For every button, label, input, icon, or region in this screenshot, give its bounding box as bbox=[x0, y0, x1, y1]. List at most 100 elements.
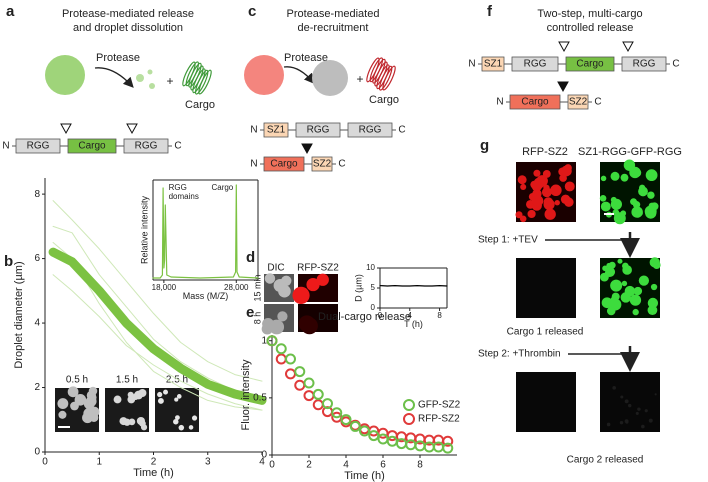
panel-label: e bbox=[246, 304, 254, 321]
droplet bbox=[519, 215, 527, 223]
droplet bbox=[58, 410, 67, 419]
plus: + bbox=[166, 74, 173, 88]
time-label: 2.5 h bbox=[166, 375, 188, 386]
x-tick-label: 2 bbox=[151, 457, 157, 468]
droplet bbox=[176, 394, 182, 399]
droplet bbox=[600, 201, 611, 212]
droplet bbox=[517, 175, 527, 185]
label: Protease bbox=[96, 52, 140, 64]
droplet bbox=[606, 422, 611, 427]
terminus: N bbox=[250, 159, 257, 170]
droplet bbox=[619, 420, 624, 425]
droplet bbox=[620, 292, 632, 303]
droplet bbox=[269, 319, 285, 335]
droplet bbox=[600, 175, 607, 182]
droplet bbox=[264, 273, 276, 284]
column-label: SZ1-RGG-GFP-RGG bbox=[578, 146, 682, 158]
droplet bbox=[635, 411, 639, 415]
domain-label: RGG bbox=[27, 141, 50, 152]
x-axis-label: T (h) bbox=[404, 319, 423, 329]
terminus: C bbox=[672, 59, 679, 70]
panel-label: g bbox=[480, 137, 489, 154]
droplet-icon bbox=[312, 60, 348, 96]
x-tick-label: 4 bbox=[259, 457, 265, 468]
terminus: C bbox=[174, 141, 181, 152]
panel-title: de-recruitment bbox=[298, 22, 369, 34]
domain-label: SZ1 bbox=[484, 59, 503, 70]
arrow bbox=[94, 67, 134, 88]
droplet-icon bbox=[149, 83, 155, 89]
label: Cargo bbox=[185, 99, 215, 111]
domain-label: Cargo bbox=[521, 97, 549, 108]
droplet bbox=[647, 297, 659, 309]
domain-label: Cargo bbox=[78, 141, 106, 152]
droplet-icon bbox=[45, 55, 85, 95]
chart-title: Dual-cargo release bbox=[318, 311, 411, 323]
droplet bbox=[625, 420, 629, 424]
droplet bbox=[88, 386, 98, 396]
data-line bbox=[52, 274, 263, 411]
result-label: Cargo 2 released bbox=[567, 455, 644, 466]
droplet bbox=[87, 393, 97, 402]
droplet bbox=[637, 407, 641, 411]
y-axis-label: Droplet diameter (µm) bbox=[13, 261, 25, 368]
cargo-icon bbox=[382, 65, 396, 91]
annotation: domains bbox=[169, 192, 199, 201]
annotation: Cargo bbox=[211, 183, 233, 192]
droplet bbox=[632, 308, 639, 316]
domain-label: RGG bbox=[524, 59, 547, 70]
x-tick-label: 8 bbox=[417, 460, 423, 471]
y-tick-label: 5 bbox=[371, 283, 376, 292]
droplet bbox=[543, 198, 555, 210]
data-point bbox=[340, 414, 352, 426]
droplet bbox=[650, 202, 659, 211]
droplet bbox=[611, 292, 620, 301]
droplet bbox=[132, 393, 139, 401]
droplet bbox=[647, 191, 655, 199]
time-label: 1.5 h bbox=[116, 375, 138, 386]
terminus: C bbox=[594, 97, 601, 108]
droplet bbox=[650, 283, 658, 291]
data-point bbox=[331, 407, 343, 419]
scale-bar bbox=[604, 213, 614, 215]
domain-label: Cargo bbox=[576, 59, 604, 70]
droplet bbox=[610, 171, 620, 181]
y-tick-label: 1 bbox=[261, 335, 267, 346]
y-axis-label: Relative intensity bbox=[139, 195, 149, 264]
y-axis-label: Fluor. intensity bbox=[240, 359, 252, 430]
droplet bbox=[613, 212, 626, 225]
step-label: Step 2: +Thrombin bbox=[478, 349, 561, 360]
droplet bbox=[617, 258, 623, 264]
y-tick-label: 0 bbox=[34, 447, 40, 458]
droplet bbox=[527, 209, 536, 219]
legend-marker bbox=[403, 413, 415, 425]
domain-label: Cargo bbox=[270, 159, 298, 170]
column-label: RFP-SZ2 bbox=[522, 146, 568, 158]
panel-label: d bbox=[246, 249, 255, 266]
droplet bbox=[174, 397, 179, 402]
droplet bbox=[645, 169, 658, 182]
data-point bbox=[285, 368, 296, 380]
x-tick-label: 0 bbox=[378, 311, 383, 320]
x-axis-label: Time (h) bbox=[133, 467, 174, 479]
y-tick-label: 8 bbox=[34, 189, 40, 200]
droplet bbox=[292, 286, 310, 304]
data-line bbox=[48, 247, 267, 405]
plus: + bbox=[356, 72, 363, 86]
data-point bbox=[312, 388, 324, 400]
droplet bbox=[531, 180, 543, 192]
x-tick-label: 0 bbox=[42, 457, 48, 468]
cleavage-site bbox=[60, 123, 72, 135]
column-label: DIC bbox=[267, 263, 284, 274]
droplet bbox=[541, 187, 552, 198]
x-tick-label: 28,000 bbox=[224, 283, 249, 292]
row-label: 15 min bbox=[252, 274, 262, 301]
droplet bbox=[606, 306, 616, 316]
data-point bbox=[377, 433, 389, 445]
x-tick-label: 1 bbox=[96, 457, 102, 468]
step-label: Step 1: +TEV bbox=[478, 235, 538, 246]
data-point bbox=[275, 343, 287, 355]
droplet bbox=[301, 317, 318, 335]
droplet bbox=[157, 391, 163, 398]
domain-label: SZ1 bbox=[267, 125, 286, 136]
